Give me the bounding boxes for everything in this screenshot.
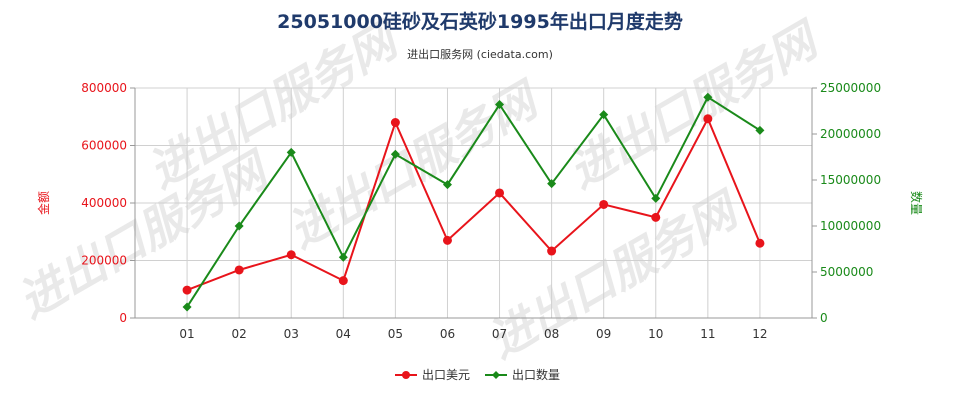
legend-marker [402,371,410,379]
legend-label: 出口美元 [422,368,470,382]
x-tick-label: 10 [648,327,663,341]
right-axis-ticks: 0 5000000 10000000 15000000 20000000 25000000 [812,81,881,325]
x-tick-label: 08 [544,327,559,341]
x-tick-label: 05 [388,327,403,341]
data-point [442,180,452,190]
left-axis-ticks: 0 200000 400000 600000 800000 [81,81,135,325]
x-tick-label: 02 [232,327,247,341]
data-point [651,212,661,222]
series-1 [182,114,765,295]
x-tick-label: 06 [440,327,455,341]
x-tick-label: 01 [179,327,194,341]
x-tick-label: 12 [752,327,767,341]
data-point [547,179,557,189]
data-point [390,149,400,159]
series-2 [182,92,765,312]
legend: 出口美元 出口数量 [395,367,560,382]
series-line [186,116,761,292]
data-point [338,252,348,262]
data-point [182,302,192,312]
x-tick-label: 03 [284,327,299,341]
legend-label: 出口数量 [512,367,560,382]
legend-marker [492,371,500,379]
series-line [186,95,761,308]
data-point [234,221,244,231]
legend-item: 出口数量 [485,367,560,382]
left-tick-label: 200000 [81,254,127,268]
left-axis-label: 金额 [36,191,51,215]
data-point [703,114,713,124]
data-point [755,238,765,248]
x-tick-label: 09 [596,327,611,341]
right-tick-label: 0 [820,311,828,325]
right-tick-label: 15000000 [820,173,881,187]
right-tick-label: 20000000 [820,127,881,141]
right-tick-label: 10000000 [820,219,881,233]
left-tick-label: 400000 [81,196,127,210]
data-point [651,193,661,203]
data-point [182,285,192,295]
data-point [442,235,452,245]
legend-item: 出口美元 [395,368,470,382]
left-tick-label: 800000 [81,81,127,95]
data-point [286,147,296,157]
chart-subtitle: 进出口服务网 (ciedata.com) [407,47,553,61]
x-tick-label: 11 [700,327,715,341]
data-point [338,276,348,286]
data-point [495,188,505,198]
data-point [390,118,400,127]
data-point [599,110,609,120]
left-tick-label: 600000 [81,139,127,153]
right-axis-label: 数量 [909,191,924,215]
data-point [703,92,713,102]
data-point [286,250,296,260]
x-tick-label: 04 [336,327,351,341]
data-point [234,265,244,275]
data-point [495,100,505,110]
right-tick-label: 5000000 [820,265,873,279]
data-point [755,125,765,135]
left-tick-label: 0 [119,311,127,325]
data-point [599,199,609,209]
x-tick-label: 07 [492,327,507,341]
data-point [547,246,557,256]
series-layer [182,92,765,312]
right-tick-label: 25000000 [820,81,881,95]
x-axis-ticks: 01 02 03 04 05 06 07 08 09 10 11 12 [179,327,767,341]
chart-title: 25051000硅砂及石英砂1995年出口月度走势 [277,10,683,33]
